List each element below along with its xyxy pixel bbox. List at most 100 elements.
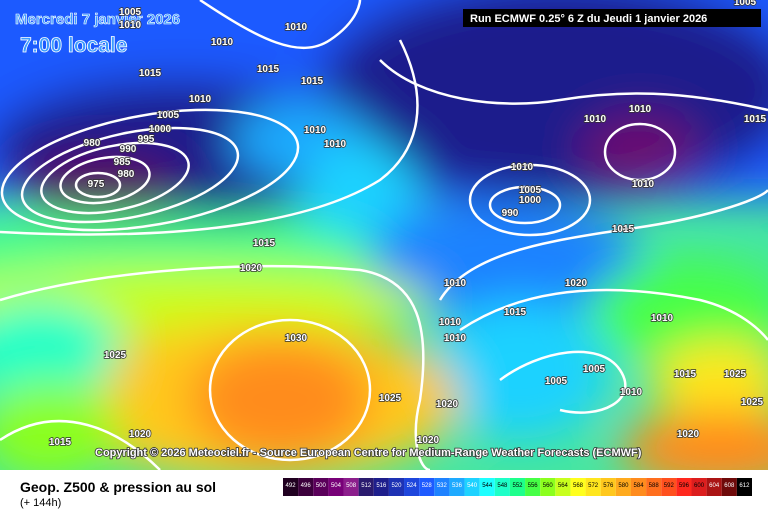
isobar-label: 990 [502, 208, 519, 219]
colorbar-label: 576 [603, 483, 614, 489]
colorbar-cell [313, 478, 329, 496]
isobar-label: 1015 [257, 64, 280, 75]
forecast-time: 7:00 locale [20, 34, 127, 57]
colorbar-cell [676, 478, 692, 496]
run-box [463, 9, 761, 27]
colorbar-label: 564 [558, 483, 569, 489]
isobar-label: 1010 [651, 313, 674, 324]
colorbar-cell [404, 478, 420, 496]
isobar-label: 1020 [677, 429, 700, 440]
colorbar-label: 500 [316, 483, 327, 489]
colorbar-label: 544 [482, 483, 493, 489]
colorbar-label: 552 [512, 483, 523, 489]
colorbar-cell [298, 478, 314, 496]
isobar-label: 1010 [324, 139, 347, 150]
colorbar-label: 536 [452, 483, 463, 489]
colorbar-label: 548 [497, 483, 508, 489]
colorbar-cell [706, 478, 722, 496]
colorbar: 492 496 500 504 508 512 516 520 524 528 532 536 540 5… [283, 478, 752, 496]
isobar-label: 1010 [211, 37, 234, 48]
isobar-label: 1015 [744, 114, 767, 125]
isobar-label: 1010 [584, 114, 607, 125]
isobar-label: 1000 [149, 124, 172, 135]
colorbar-cell [419, 478, 435, 496]
colorbar-cell [358, 478, 374, 496]
colorbar-label: 516 [376, 483, 387, 489]
colorbar-label: 520 [391, 483, 402, 489]
isobar-label: 1025 [104, 350, 127, 361]
isobars [0, 0, 768, 470]
isobar-label: 1005 [519, 185, 542, 196]
isobar-label: 1015 [504, 307, 527, 318]
isobar-label: 1010 [620, 387, 643, 398]
isobar-label: 1010 [444, 278, 467, 289]
colorbar-cell [661, 478, 677, 496]
isobar-label: 1010 [119, 20, 142, 31]
colorbar-cell [691, 478, 707, 496]
isobar-labels: 1005101010151010101010151015101010051000… [48, 0, 767, 449]
colorbar-label: 532 [437, 483, 448, 489]
colorbar-cell [736, 478, 752, 496]
isobar-label: 1030 [285, 333, 308, 344]
isobar-label: 1005 [119, 7, 142, 18]
isobar-label: 980 [118, 169, 135, 180]
colorbar-label: 604 [709, 483, 720, 489]
colorbar-cell [509, 478, 526, 496]
colorbar-cell [494, 478, 510, 496]
isobar-label: 1010 [285, 22, 308, 33]
colorbar-cell [449, 478, 465, 496]
colorbar-cell [343, 478, 359, 496]
colorbar-label: 556 [528, 483, 539, 489]
colorbar-label: 588 [649, 483, 660, 489]
colorbar-cell [373, 478, 389, 496]
colorbar-cell [585, 478, 601, 496]
colorbar-cell [464, 478, 480, 496]
colorbar-cell [615, 478, 631, 496]
colorbar-label: 528 [422, 483, 433, 489]
isobar-label: 1005 [583, 364, 606, 375]
isobar-label: 1010 [632, 179, 655, 190]
isobar-label: 1005 [157, 110, 180, 121]
colorbar-cell [479, 478, 495, 496]
isobar-label: 1020 [565, 278, 588, 289]
isobar-label: 1005 [545, 376, 568, 387]
run-info: Run ECMWF 0.25° 6 Z du Jeudi 1 janvier 2… [470, 13, 707, 25]
colorbar-cell [283, 478, 299, 496]
colorbar-label: 524 [407, 483, 418, 489]
colorbar-label: 496 [301, 483, 312, 489]
isobar-label: 1020 [417, 435, 440, 446]
colorbar-cell [630, 478, 647, 496]
isobar-label: 1020 [436, 399, 459, 410]
isobar-label: 975 [88, 179, 105, 190]
forecast-date: Mercredi 7 janvier 2026 [15, 11, 180, 28]
colorbar-label: 504 [331, 483, 342, 489]
isobar-label: 1010 [189, 94, 212, 105]
footer-lead: (+ 144h) [20, 497, 61, 509]
footer-title: Geop. Z500 & pression au sol [20, 479, 216, 495]
isobar-label: 1005 [734, 0, 757, 8]
isobar-label: 1000 [519, 195, 542, 206]
colorbar-cell [600, 478, 616, 496]
colorbar-label: 580 [618, 483, 629, 489]
isobar-label: 985 [114, 157, 131, 168]
colorbar-cell [570, 478, 586, 496]
colorbar-cell [328, 478, 344, 496]
colorbar-label: 508 [346, 483, 357, 489]
colorbar-cell [555, 478, 571, 496]
colorbar-cell [721, 478, 737, 496]
colorbar-label: 512 [361, 483, 372, 489]
isobar-label: 1025 [379, 393, 402, 404]
colorbar-label: 560 [543, 483, 554, 489]
isobar-label: 1025 [724, 369, 747, 380]
colorbar-cell [388, 478, 405, 496]
colorbar-label: 612 [739, 483, 750, 489]
isobar-label: 995 [138, 134, 155, 145]
isobar-label: 1015 [253, 238, 276, 249]
isobar-label: 1010 [304, 125, 327, 136]
colorbar-cell [434, 478, 450, 496]
colorbar-label: 596 [679, 483, 690, 489]
colorbar-label: 568 [573, 483, 584, 489]
isobar-label: 1015 [139, 68, 162, 79]
isobar-label: 990 [120, 144, 137, 155]
isobar-label: 1015 [301, 76, 324, 87]
